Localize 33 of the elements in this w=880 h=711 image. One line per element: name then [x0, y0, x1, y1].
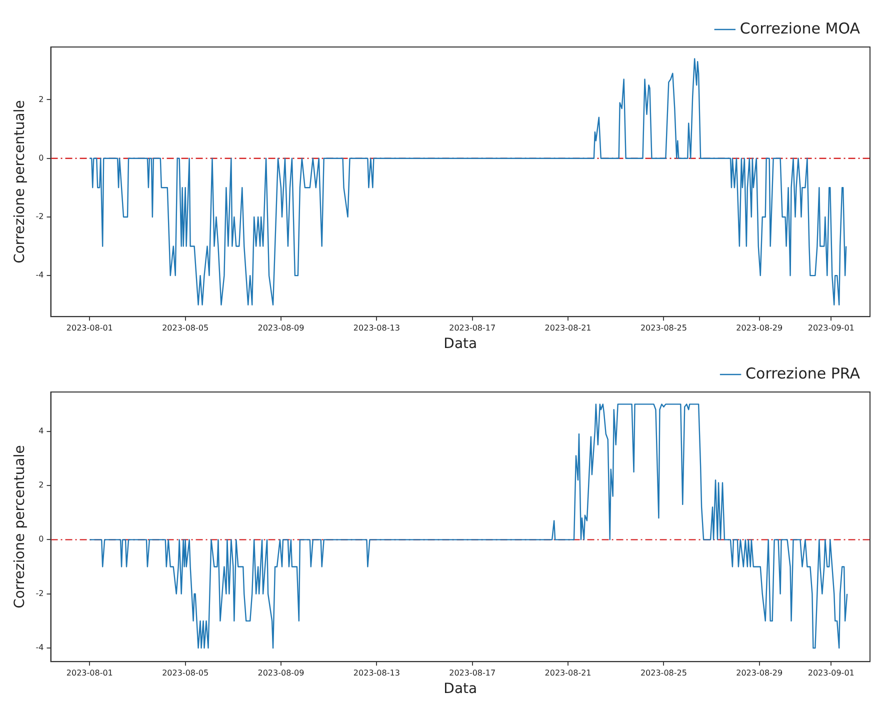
- y-tick-label: -2: [36, 588, 44, 598]
- y-tick-label: -4: [36, 270, 44, 280]
- y-tick-label: 0: [38, 153, 44, 162]
- x-tick-label: 2023-08-05: [162, 323, 209, 332]
- y-axis-title: Correzione percentuale: [12, 100, 28, 264]
- x-tick-label: 2023-09-01: [808, 323, 854, 332]
- x-tick-label: 2023-08-09: [258, 323, 304, 332]
- y-axis-title: Correzione percentuale: [12, 445, 28, 608]
- y-tick-label: 4: [38, 426, 44, 436]
- x-tick-label: 2023-08-21: [544, 668, 592, 678]
- x-tick-label: 2023-08-25: [640, 323, 687, 332]
- x-tick-label: 2023-09-01: [808, 668, 854, 678]
- legend-label: Correzione PRA: [746, 364, 861, 382]
- x-tick-label: 2023-08-29: [736, 323, 783, 332]
- x-tick-label: 2023-08-05: [162, 668, 209, 678]
- y-tick-label: 2: [38, 94, 44, 104]
- x-tick-label: 2023-08-13: [353, 323, 400, 332]
- x-tick-label: 2023-08-09: [258, 668, 304, 678]
- x-tick-label: 2023-08-25: [640, 668, 687, 678]
- y-tick-label: 2: [38, 480, 44, 490]
- x-tick-label: 2023-08-13: [353, 668, 400, 678]
- x-tick-label: 2023-08-01: [66, 323, 113, 332]
- x-tick-label: 2023-08-17: [449, 323, 496, 332]
- x-axis-title: Data: [444, 681, 478, 698]
- x-tick-label: 2023-08-01: [66, 668, 113, 678]
- y-tick-label: 0: [38, 534, 44, 544]
- x-tick-label: 2023-08-29: [736, 668, 783, 678]
- x-axis-title: Data: [444, 336, 478, 352]
- y-tick-label: -4: [36, 643, 44, 652]
- y-tick-label: -2: [36, 212, 44, 222]
- x-tick-label: 2023-08-17: [449, 668, 496, 678]
- x-tick-label: 2023-08-21: [544, 323, 592, 332]
- legend-label: Correzione MOA: [740, 19, 861, 38]
